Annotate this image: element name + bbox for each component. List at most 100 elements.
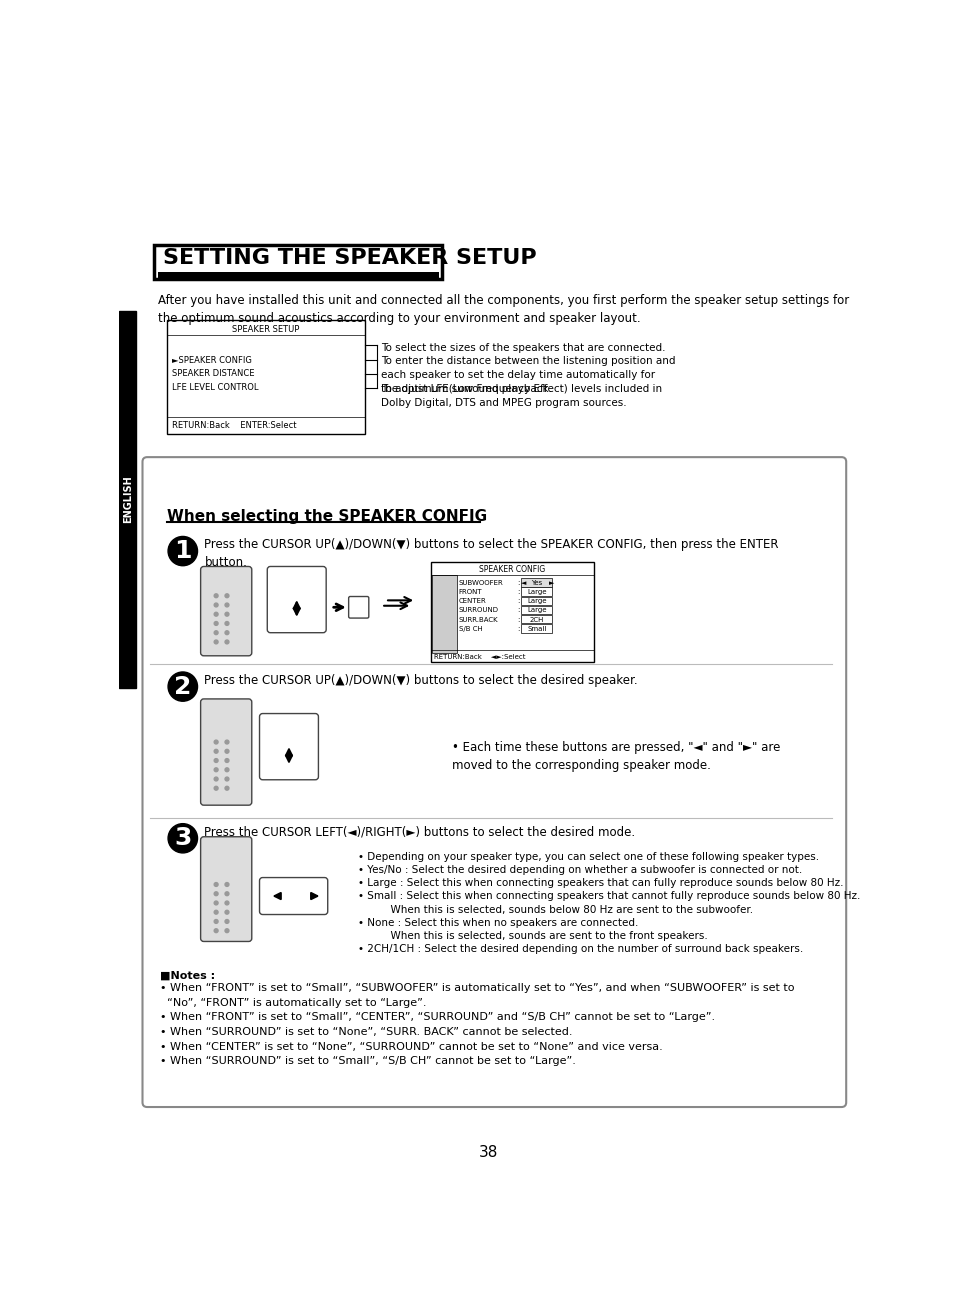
Text: • None : Select this when no speakers are connected.: • None : Select this when no speakers ar… bbox=[357, 918, 638, 928]
Circle shape bbox=[225, 622, 229, 625]
Text: • Small : Select this when connecting speakers that cannot fully reproduce sound: • Small : Select this when connecting sp… bbox=[357, 891, 860, 902]
Text: :: : bbox=[517, 608, 519, 613]
FancyBboxPatch shape bbox=[431, 562, 593, 661]
Text: Press the CURSOR UP(▲)/DOWN(▼) buttons to select the SPEAKER CONFIG, then press : Press the CURSOR UP(▲)/DOWN(▼) buttons t… bbox=[204, 538, 779, 569]
Text: When this is selected, sounds below 80 Hz are sent to the subwoofer.: When this is selected, sounds below 80 H… bbox=[357, 904, 752, 915]
Circle shape bbox=[168, 536, 197, 566]
Circle shape bbox=[214, 640, 218, 644]
Text: • Each time these buttons are pressed, "◄" and "►" are
moved to the correspondin: • Each time these buttons are pressed, "… bbox=[452, 741, 781, 771]
FancyBboxPatch shape bbox=[200, 699, 252, 805]
Text: :: : bbox=[517, 579, 519, 586]
FancyBboxPatch shape bbox=[348, 596, 369, 618]
Circle shape bbox=[214, 749, 218, 753]
Text: RETURN:Back    ENTER:Select: RETURN:Back ENTER:Select bbox=[172, 421, 296, 430]
Text: SURR.BACK: SURR.BACK bbox=[458, 617, 497, 622]
Circle shape bbox=[214, 910, 218, 914]
Text: • When “SURROUND” is set to “Small”, “S/B CH” cannot be set to “Large”.: • When “SURROUND” is set to “Small”, “S/… bbox=[159, 1056, 575, 1067]
FancyBboxPatch shape bbox=[521, 587, 552, 596]
Circle shape bbox=[214, 920, 218, 923]
Circle shape bbox=[225, 612, 229, 616]
FancyBboxPatch shape bbox=[259, 714, 318, 780]
Text: RETURN:Back    ◄►:Select: RETURN:Back ◄►:Select bbox=[434, 654, 525, 660]
Circle shape bbox=[214, 778, 218, 780]
Text: • Large : Select this when connecting speakers that can fully reproduce sounds b: • Large : Select this when connecting sp… bbox=[357, 878, 842, 889]
Text: SPEAKER DISTANCE: SPEAKER DISTANCE bbox=[172, 370, 254, 379]
Circle shape bbox=[168, 672, 197, 702]
Text: :: : bbox=[517, 626, 519, 631]
Circle shape bbox=[225, 920, 229, 923]
Circle shape bbox=[214, 631, 218, 635]
Text: When selecting the SPEAKER CONFIG: When selecting the SPEAKER CONFIG bbox=[167, 508, 487, 524]
Text: :: : bbox=[517, 617, 519, 622]
Circle shape bbox=[225, 631, 229, 635]
Text: Large: Large bbox=[527, 589, 546, 595]
Circle shape bbox=[214, 891, 218, 895]
FancyBboxPatch shape bbox=[119, 311, 136, 689]
FancyBboxPatch shape bbox=[521, 616, 552, 623]
FancyBboxPatch shape bbox=[142, 457, 845, 1107]
Circle shape bbox=[225, 740, 229, 744]
Text: ◄: ◄ bbox=[521, 579, 526, 586]
Text: 2: 2 bbox=[174, 674, 192, 699]
Text: Press the CURSOR LEFT(◄)/RIGHT(►) buttons to select the desired mode.: Press the CURSOR LEFT(◄)/RIGHT(►) button… bbox=[204, 826, 635, 839]
Circle shape bbox=[214, 767, 218, 771]
Text: 1: 1 bbox=[173, 538, 192, 563]
Circle shape bbox=[225, 749, 229, 753]
Text: • 2CH/1CH : Select the desired depending on the number of surround back speakers: • 2CH/1CH : Select the desired depending… bbox=[357, 944, 802, 954]
Circle shape bbox=[225, 787, 229, 791]
Circle shape bbox=[168, 823, 197, 853]
Text: To enter the distance between the listening position and
each speaker to set the: To enter the distance between the listen… bbox=[381, 357, 675, 395]
Circle shape bbox=[214, 622, 218, 625]
Circle shape bbox=[214, 901, 218, 904]
FancyBboxPatch shape bbox=[521, 625, 552, 633]
Text: FRONT: FRONT bbox=[458, 589, 482, 595]
Text: SUBWOOFER: SUBWOOFER bbox=[458, 579, 503, 586]
Circle shape bbox=[214, 929, 218, 933]
Text: • When “CENTER” is set to “None”, “SURROUND” cannot be set to “None” and vice ve: • When “CENTER” is set to “None”, “SURRO… bbox=[159, 1042, 661, 1052]
Text: Press the CURSOR UP(▲)/DOWN(▼) buttons to select the desired speaker.: Press the CURSOR UP(▲)/DOWN(▼) buttons t… bbox=[204, 674, 638, 687]
Circle shape bbox=[225, 929, 229, 933]
Text: SPEAKER CONFIG: SPEAKER CONFIG bbox=[478, 565, 545, 574]
FancyBboxPatch shape bbox=[259, 877, 328, 915]
Text: Large: Large bbox=[527, 599, 546, 604]
Circle shape bbox=[225, 758, 229, 762]
Circle shape bbox=[214, 882, 218, 886]
Text: Large: Large bbox=[527, 608, 546, 613]
Text: :: : bbox=[517, 599, 519, 604]
Circle shape bbox=[225, 882, 229, 886]
FancyBboxPatch shape bbox=[267, 566, 326, 633]
Text: Yes: Yes bbox=[531, 579, 542, 586]
Text: “No”, “FRONT” is automatically set to “Large”.: “No”, “FRONT” is automatically set to “L… bbox=[159, 997, 426, 1008]
Circle shape bbox=[214, 740, 218, 744]
FancyBboxPatch shape bbox=[521, 578, 552, 587]
Text: SURROUND: SURROUND bbox=[458, 608, 498, 613]
Circle shape bbox=[225, 640, 229, 644]
Circle shape bbox=[225, 910, 229, 914]
Text: ENGLISH: ENGLISH bbox=[123, 476, 132, 523]
Text: SETTING THE SPEAKER SETUP: SETTING THE SPEAKER SETUP bbox=[162, 248, 536, 268]
Text: • When “FRONT” is set to “Small”, “SUBWOOFER” is automatically set to “Yes”, and: • When “FRONT” is set to “Small”, “SUBWO… bbox=[159, 983, 793, 993]
Circle shape bbox=[225, 778, 229, 780]
FancyBboxPatch shape bbox=[521, 596, 552, 605]
Circle shape bbox=[214, 603, 218, 606]
Text: ►SPEAKER CONFIG: ►SPEAKER CONFIG bbox=[172, 356, 252, 365]
Circle shape bbox=[214, 758, 218, 762]
Text: • Yes/No : Select the desired depending on whether a subwoofer is connected or n: • Yes/No : Select the desired depending … bbox=[357, 865, 801, 876]
Text: When this is selected, sounds are sent to the front speakers.: When this is selected, sounds are sent t… bbox=[357, 931, 707, 941]
Circle shape bbox=[214, 612, 218, 616]
FancyBboxPatch shape bbox=[167, 320, 365, 434]
Circle shape bbox=[225, 901, 229, 904]
Text: CENTER: CENTER bbox=[458, 599, 486, 604]
Circle shape bbox=[225, 891, 229, 895]
Text: 38: 38 bbox=[478, 1145, 498, 1159]
Text: Small: Small bbox=[527, 626, 546, 631]
Text: SPEAKER SETUP: SPEAKER SETUP bbox=[233, 325, 299, 333]
Text: After you have installed this unit and connected all the components, you first p: After you have installed this unit and c… bbox=[158, 294, 848, 325]
Text: 2CH: 2CH bbox=[529, 617, 543, 622]
Text: To adjust LFE(Low Frequency Effect) levels included in
Dolby Digital, DTS and MP: To adjust LFE(Low Frequency Effect) leve… bbox=[381, 384, 661, 408]
Text: To select the sizes of the speakers that are connected.: To select the sizes of the speakers that… bbox=[381, 344, 665, 353]
FancyBboxPatch shape bbox=[432, 575, 456, 654]
FancyBboxPatch shape bbox=[200, 836, 252, 941]
Text: • Depending on your speaker type, you can select one of these following speaker : • Depending on your speaker type, you ca… bbox=[357, 852, 819, 863]
FancyBboxPatch shape bbox=[521, 605, 552, 614]
